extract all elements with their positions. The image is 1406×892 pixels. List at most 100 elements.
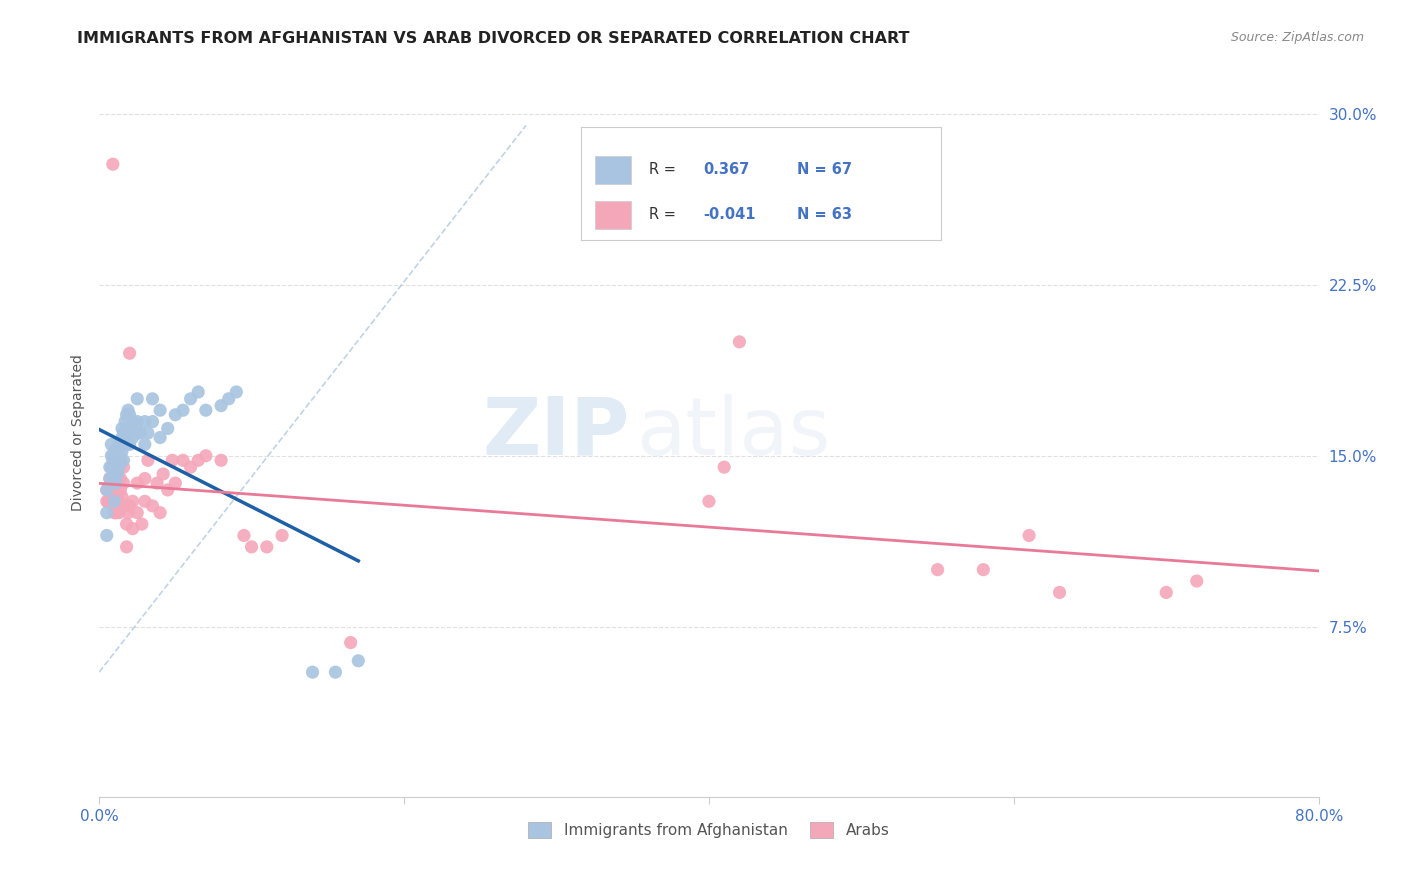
Point xyxy=(225,384,247,399)
Point xyxy=(104,449,127,463)
Point xyxy=(98,471,121,485)
Point xyxy=(103,494,125,508)
Point xyxy=(141,499,163,513)
Point xyxy=(127,476,149,491)
Y-axis label: Divorced or Separated: Divorced or Separated xyxy=(72,354,86,511)
Point xyxy=(114,437,136,451)
Point xyxy=(141,415,163,429)
Point xyxy=(149,431,172,445)
Point xyxy=(127,392,149,406)
Point xyxy=(256,540,278,554)
Point xyxy=(96,483,118,497)
Point xyxy=(136,425,159,440)
Point xyxy=(112,425,135,440)
Point xyxy=(96,483,118,497)
Point xyxy=(121,415,143,429)
Point xyxy=(136,453,159,467)
Point xyxy=(115,425,138,440)
Point xyxy=(101,453,124,467)
Point xyxy=(111,421,134,435)
Point xyxy=(101,460,124,475)
Point xyxy=(134,471,156,485)
Point xyxy=(104,476,127,491)
Point xyxy=(180,392,202,406)
Point xyxy=(117,421,139,435)
Point xyxy=(187,453,209,467)
Point xyxy=(112,499,135,513)
Point xyxy=(697,494,720,508)
Point xyxy=(134,437,156,451)
Point xyxy=(103,506,125,520)
Point xyxy=(108,437,131,451)
Point xyxy=(103,483,125,497)
Point xyxy=(127,425,149,440)
Point xyxy=(134,415,156,429)
Point xyxy=(301,665,323,680)
Point xyxy=(107,499,129,513)
Point xyxy=(121,431,143,445)
Point xyxy=(103,460,125,475)
Point xyxy=(118,408,141,422)
Point xyxy=(104,494,127,508)
Text: atlas: atlas xyxy=(636,394,830,472)
Point xyxy=(100,437,122,451)
Point xyxy=(972,563,994,577)
Point xyxy=(104,465,127,479)
Point xyxy=(172,403,194,417)
Point xyxy=(108,449,131,463)
Point xyxy=(108,506,131,520)
Text: ZIP: ZIP xyxy=(482,394,630,472)
Point xyxy=(112,476,135,491)
Point xyxy=(194,449,217,463)
Point xyxy=(141,392,163,406)
Point xyxy=(108,460,131,475)
Point xyxy=(107,490,129,504)
Point xyxy=(118,437,141,451)
Point xyxy=(100,483,122,497)
Point xyxy=(101,460,124,475)
Point xyxy=(180,460,202,475)
Point xyxy=(98,471,121,485)
Legend: Immigrants from Afghanistan, Arabs: Immigrants from Afghanistan, Arabs xyxy=(523,816,896,845)
Point xyxy=(117,403,139,417)
Point xyxy=(1049,585,1071,599)
Point xyxy=(101,157,124,171)
Point xyxy=(112,453,135,467)
Point xyxy=(713,460,735,475)
Point xyxy=(233,528,256,542)
Point xyxy=(115,437,138,451)
Point xyxy=(100,449,122,463)
Point xyxy=(111,490,134,504)
Point xyxy=(107,467,129,481)
Point xyxy=(146,476,169,491)
Point xyxy=(149,506,172,520)
Point xyxy=(118,346,141,360)
Point xyxy=(112,437,135,451)
Point xyxy=(129,425,152,440)
Point xyxy=(111,444,134,458)
Point xyxy=(127,415,149,429)
Point xyxy=(97,494,120,508)
Point xyxy=(100,460,122,475)
Point xyxy=(111,431,134,445)
Point xyxy=(218,392,240,406)
Point xyxy=(271,528,294,542)
Point xyxy=(728,334,751,349)
Point xyxy=(115,517,138,532)
Point xyxy=(115,540,138,554)
Point xyxy=(121,522,143,536)
Point xyxy=(103,453,125,467)
Point xyxy=(110,437,132,451)
Point xyxy=(103,471,125,485)
Point xyxy=(172,453,194,467)
Point xyxy=(165,476,187,491)
Point xyxy=(111,499,134,513)
Point xyxy=(118,425,141,440)
Point xyxy=(209,453,232,467)
Point xyxy=(108,494,131,508)
Point xyxy=(96,506,118,520)
Point xyxy=(117,506,139,520)
Point xyxy=(110,471,132,485)
Point xyxy=(110,483,132,497)
Text: IMMIGRANTS FROM AFGHANISTAN VS ARAB DIVORCED OR SEPARATED CORRELATION CHART: IMMIGRANTS FROM AFGHANISTAN VS ARAB DIVO… xyxy=(77,31,910,46)
